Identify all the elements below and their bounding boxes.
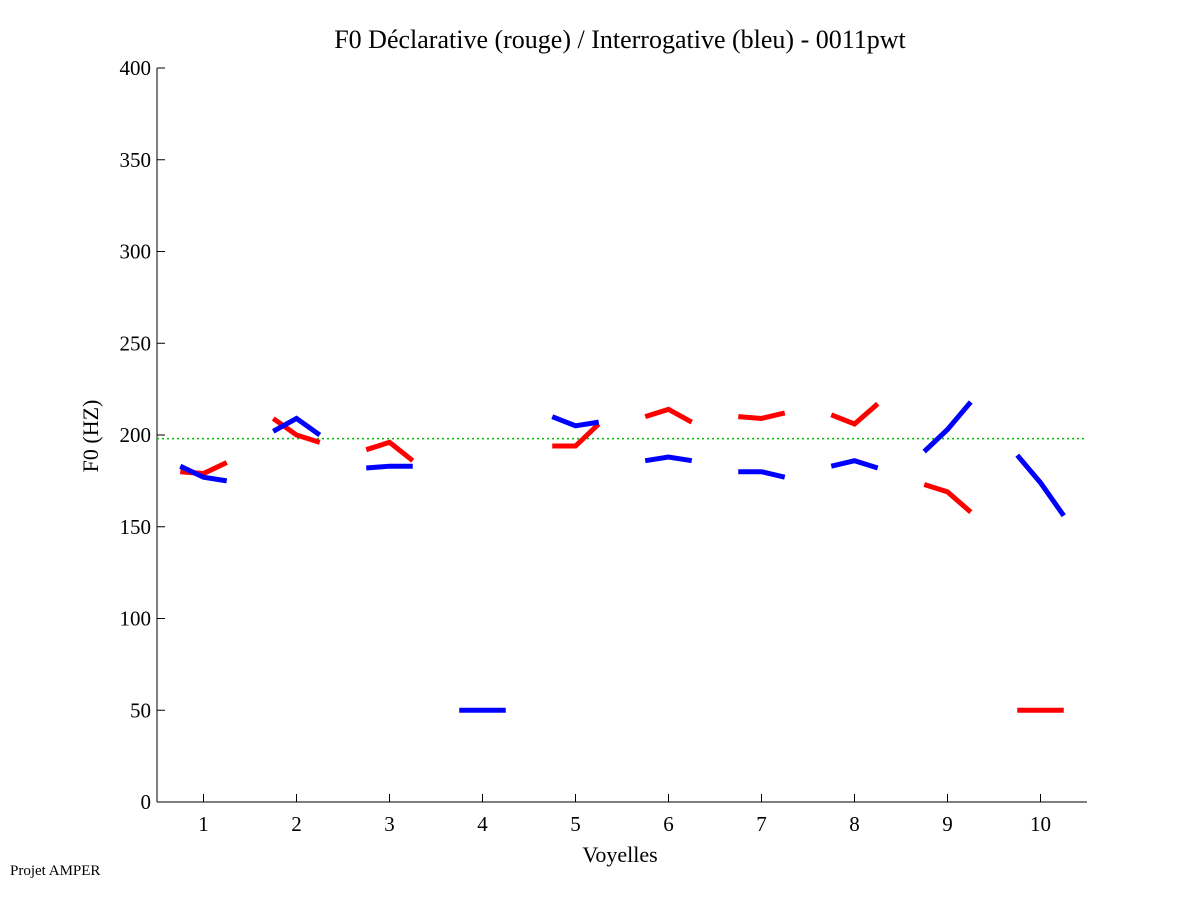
ticks: 0 50 100 150 200 250 300 350 400 1 2 3 4 5 6 7 8 9 10 bbox=[120, 56, 1052, 836]
declarative-segment-vowel-9 bbox=[923, 482, 973, 514]
y-tick-label: 200 bbox=[120, 423, 152, 447]
chart-title: F0 Déclarative (rouge) / Interrogative (… bbox=[334, 25, 906, 54]
x-tick-label: 8 bbox=[849, 812, 860, 836]
x-tick-label: 2 bbox=[291, 812, 302, 836]
footer-credit: Projet AMPER bbox=[10, 863, 101, 879]
y-tick-label: 300 bbox=[120, 240, 152, 264]
y-tick-label: 250 bbox=[120, 331, 152, 355]
x-tick-label: 7 bbox=[756, 812, 767, 836]
interrogative-segment-vowel-7 bbox=[738, 469, 786, 480]
x-tick-label: 5 bbox=[570, 812, 581, 836]
interrogative-segment-vowel-2 bbox=[272, 415, 322, 438]
interrogative-segment-vowel-8 bbox=[830, 458, 879, 471]
y-tick-label: 50 bbox=[130, 698, 151, 722]
y-tick-label: 150 bbox=[120, 515, 152, 539]
declarative-segment-vowel-2 bbox=[271, 416, 321, 445]
y-tick-label: 350 bbox=[120, 148, 152, 172]
interrogative-segment-vowel-6 bbox=[644, 454, 693, 464]
interrogative-segment-vowel-1 bbox=[179, 463, 228, 484]
x-tick-label: 4 bbox=[477, 812, 488, 836]
declarative-segment-vowel-6 bbox=[644, 406, 693, 425]
x-tick-label: 10 bbox=[1030, 812, 1051, 836]
y-axis-label: F0 (HZ) bbox=[78, 400, 103, 473]
x-tick-label: 9 bbox=[942, 812, 953, 836]
y-tick-label: 400 bbox=[120, 56, 152, 80]
x-tick-label: 6 bbox=[663, 812, 674, 836]
interrogative-segment-vowel-5 bbox=[551, 414, 600, 429]
declarative-segment-vowel-7 bbox=[738, 410, 786, 422]
declarative-segment-vowel-3 bbox=[365, 439, 415, 463]
interrogative-segment-vowel-9 bbox=[922, 400, 973, 454]
x-axis-label: Voyelles bbox=[582, 842, 657, 867]
interrogative-segment-vowel-3 bbox=[366, 463, 413, 471]
declarative-segment-vowel-8 bbox=[830, 401, 880, 427]
x-tick-label: 3 bbox=[384, 812, 395, 836]
interrogative-segment-vowel-10 bbox=[1015, 453, 1066, 518]
series-group bbox=[179, 400, 1066, 713]
y-tick-label: 100 bbox=[120, 607, 152, 631]
y-tick-label: 0 bbox=[141, 790, 152, 814]
x-tick-label: 1 bbox=[198, 812, 209, 836]
declarative-segment-vowel-5 bbox=[552, 422, 601, 449]
